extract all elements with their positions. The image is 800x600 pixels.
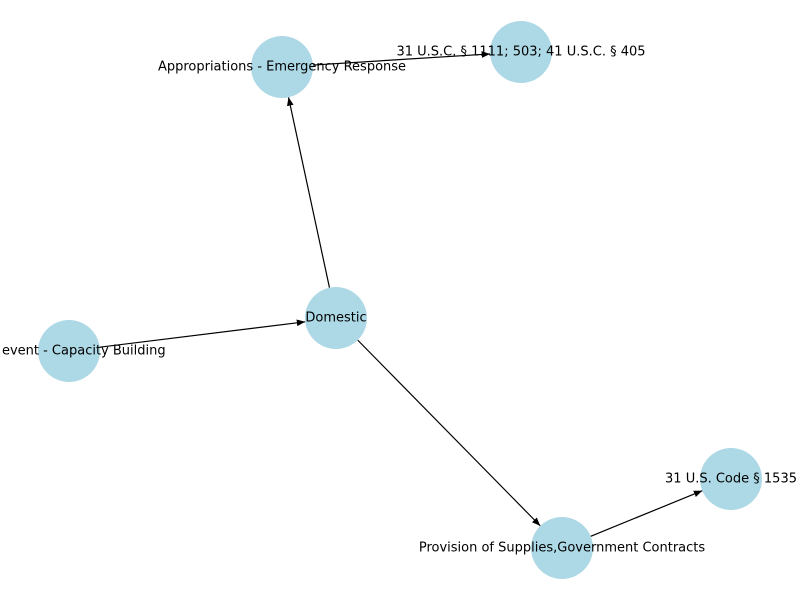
edges-layer bbox=[99, 51, 703, 537]
node-label-capacity: ring event - Capacity Building bbox=[0, 344, 166, 359]
edge-domestic-to-provision bbox=[357, 339, 541, 527]
node-usc1111 bbox=[490, 21, 552, 83]
edge-appropriations-to-usc1111 bbox=[312, 51, 491, 66]
node-label-usc1535: 31 U.S. Code § 1535 bbox=[665, 472, 797, 487]
edge-capacity-to-domestic bbox=[99, 319, 306, 348]
node-label-provision: Provision of Supplies,Government Contrac… bbox=[419, 541, 706, 556]
edge-domestic-to-appropriations bbox=[287, 97, 331, 288]
node-usc1535 bbox=[700, 448, 762, 510]
edge-provision-to-usc1535 bbox=[590, 490, 703, 537]
node-label-appropriations: Appropriations - Emergency Response bbox=[158, 60, 406, 75]
node-appropriations bbox=[251, 36, 313, 98]
node-domestic bbox=[305, 287, 367, 349]
nodes-layer bbox=[38, 21, 762, 579]
node-label-usc1111: 31 U.S.C. § 1111; 503; 41 U.S.C. § 405 bbox=[396, 45, 645, 60]
node-capacity bbox=[38, 320, 100, 382]
node-provision bbox=[531, 517, 593, 579]
node-label-domestic: Domestic bbox=[305, 311, 366, 326]
